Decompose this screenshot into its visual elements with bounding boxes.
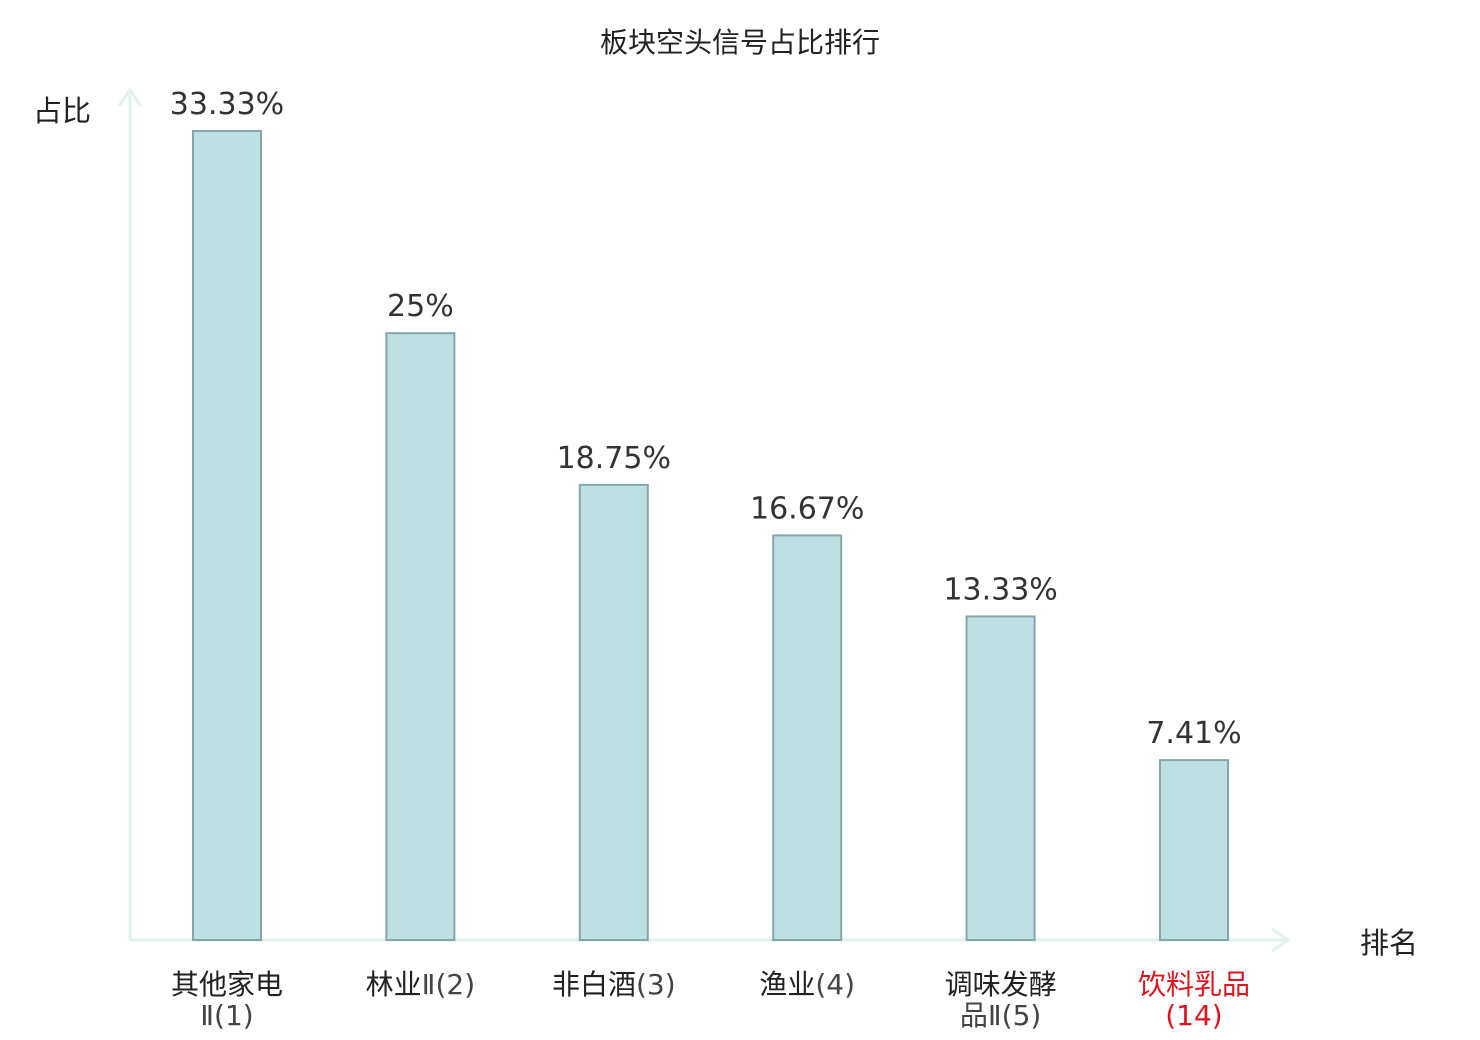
- bar-value-label: 18.75%: [557, 441, 671, 476]
- bar: [385, 332, 456, 941]
- category-label: 调味发酵品Ⅱ(5): [945, 968, 1057, 1032]
- y-axis-arrow-icon: [117, 87, 143, 107]
- y-axis: 占比: [33, 87, 143, 940]
- bar-value-label: 25%: [387, 289, 454, 324]
- value-labels: 33.33% 25% 18.75% 16.67% 13.33% 7.41%: [170, 87, 1242, 751]
- category-label: 其他家电 Ⅱ(1): [171, 968, 283, 1032]
- x-axis: 排名: [130, 926, 1418, 960]
- x-axis-label: 排名: [1360, 926, 1418, 960]
- bar: [965, 615, 1036, 941]
- category-label: 林业Ⅱ(2): [366, 968, 475, 1001]
- category-labels: 其他家电 Ⅱ(1) 林业Ⅱ(2) 非白酒(3) 渔业(4) 调味发酵品Ⅱ(5) 饮料乳品(1…: [171, 968, 1250, 1032]
- bar-value-label: 16.67%: [750, 491, 864, 526]
- bar-value-label: 13.33%: [943, 572, 1057, 607]
- y-axis-label: 占比: [33, 94, 91, 128]
- category-label: 渔业(4): [759, 968, 855, 1001]
- bar: [772, 534, 843, 942]
- chart-title: 板块空头信号占比排行: [600, 26, 880, 59]
- x-axis-arrow-icon: [1271, 927, 1291, 953]
- bar: [192, 130, 262, 941]
- category-label: 非白酒(3): [552, 968, 676, 1001]
- category-label: 饮料乳品(14): [1138, 968, 1250, 1032]
- bar: [578, 483, 649, 941]
- bar: [1159, 759, 1229, 941]
- bars: [192, 130, 1229, 942]
- bar-value-label: 7.41%: [1146, 716, 1241, 751]
- bar-value-label: 33.33%: [170, 87, 284, 122]
